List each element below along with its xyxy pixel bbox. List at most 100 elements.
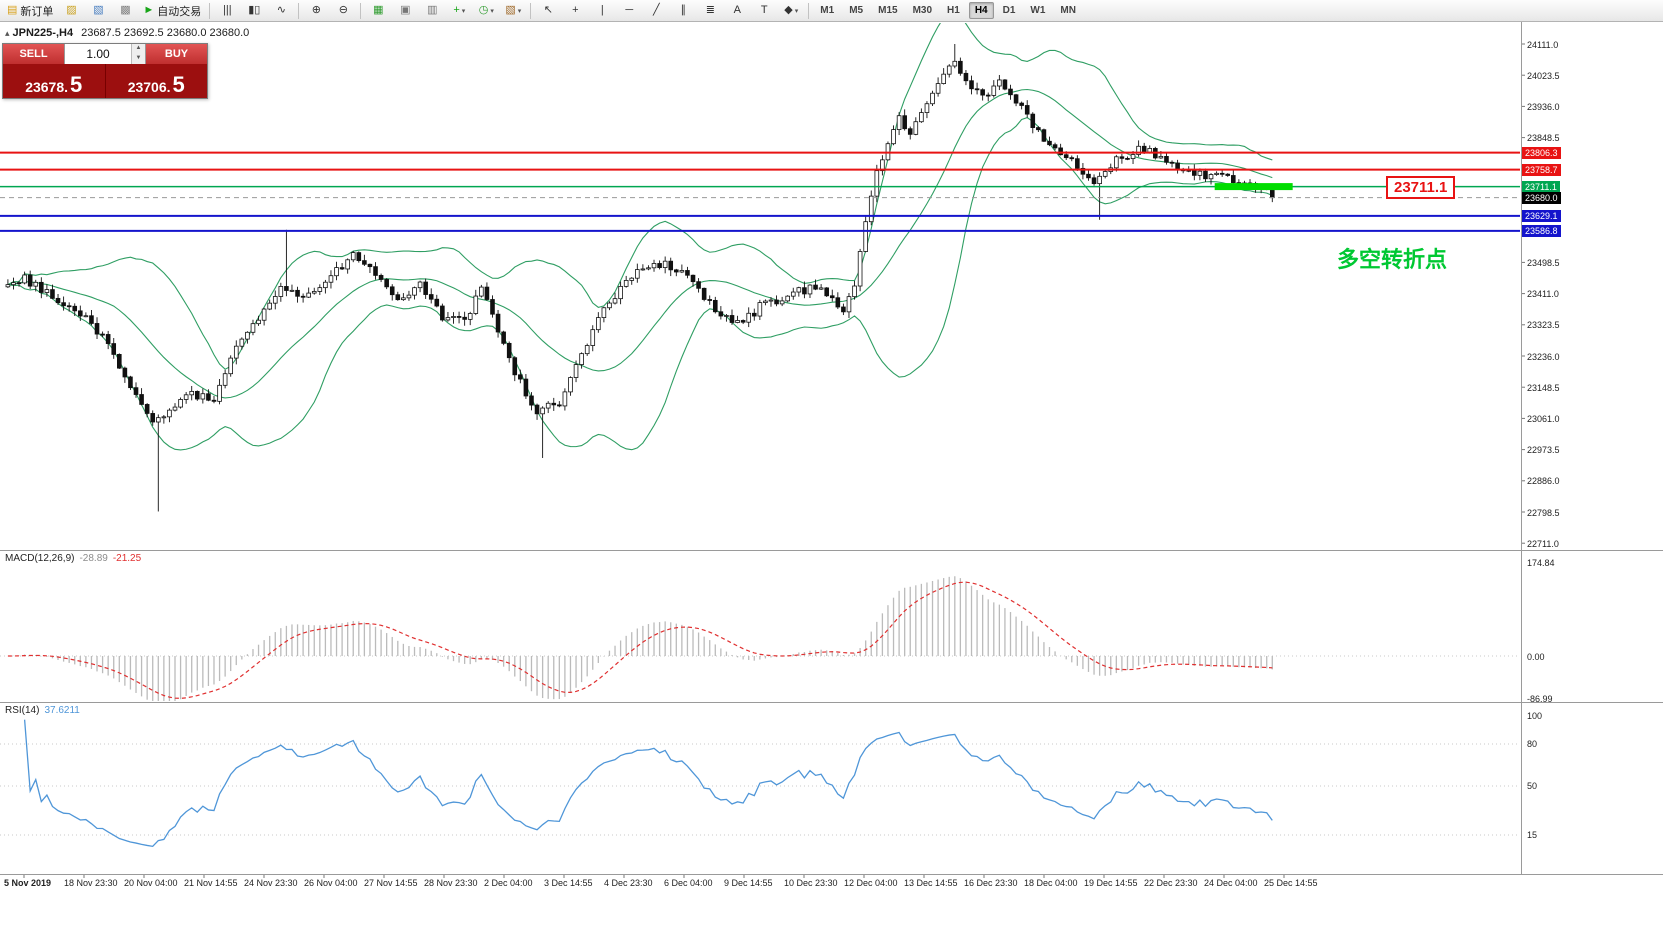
timeframe-mn-button[interactable]: MN [1060, 5, 1076, 16]
templates-icon: ▧ [505, 4, 516, 16]
price-annotation-box[interactable]: 23711.1 [1386, 176, 1456, 199]
cascade-windows-button[interactable]: ▣ [392, 1, 418, 21]
macd-panel-canvas[interactable] [0, 576, 1520, 703]
time-axis-label: 22 Dec 23:30 [1144, 878, 1198, 888]
templates-button[interactable]: ▧ ▾ [500, 1, 526, 21]
time-axis-label: 18 Nov 23:30 [64, 878, 118, 888]
dropdown-arrow-icon: ▾ [490, 7, 494, 15]
macd-rsi-separator[interactable] [0, 702, 1663, 703]
horizontal-line-button[interactable]: ─ [616, 1, 642, 21]
volume-input[interactable] [65, 44, 131, 64]
time-axis-label: 5 Nov 2019 [4, 878, 52, 888]
chart-line-button[interactable]: ∿ [268, 1, 294, 21]
profit-chart-button[interactable]: ▨ [58, 1, 84, 21]
timeframe-m15-button[interactable]: M15 [878, 5, 898, 16]
volume-field: ▲ ▼ [64, 44, 146, 64]
crosshair-button[interactable]: + [562, 1, 588, 21]
timeframe-d1-button[interactable]: D1 [1002, 5, 1016, 16]
time-axis-label: 27 Nov 14:55 [364, 878, 418, 888]
indicators-icon: + [453, 4, 460, 16]
time-axis-label: 9 Dec 14:55 [724, 878, 773, 888]
timeframe-h4-button[interactable]: H4 [968, 2, 994, 19]
time-axis-label: 28 Nov 23:30 [424, 878, 478, 888]
chart-bars-button[interactable]: ||| [214, 1, 240, 21]
rsi-title: RSI(14) 37.6211 [5, 705, 80, 716]
trendline-icon: ╱ [652, 4, 660, 16]
buy-price[interactable]: 23706. 5 [106, 64, 208, 98]
timeframe-w1-button[interactable]: W1 [1030, 5, 1046, 16]
autotrading-button[interactable]: ► 自动交易 [139, 1, 205, 21]
new-order-label: 新订单 [20, 5, 54, 18]
resistance-line-2-price-tag: 23758.7 [1522, 163, 1561, 176]
chart-candles-button[interactable]: ▮▯ [241, 1, 267, 21]
tile-windows-button[interactable]: ▦ [365, 1, 391, 21]
trendline-button[interactable]: ╱ [643, 1, 669, 21]
dropdown-arrow-icon: ▾ [461, 7, 466, 15]
main-chart-area[interactable] [0, 11, 1520, 512]
indicators-button[interactable]: + ▾ [446, 1, 472, 21]
toolbar-separator [808, 2, 810, 19]
time-axis-label: 24 Dec 04:00 [1204, 878, 1258, 888]
text-label-icon: T [760, 4, 768, 16]
macd-title: MACD(12,26,9) -28.89 -21.25 [5, 553, 141, 564]
buy-button[interactable]: BUY [146, 44, 207, 64]
horizontal-line-icon: ─ [625, 4, 634, 16]
tile-windows-icon: ▦ [373, 4, 384, 16]
market-watch-icon: ▧ [93, 4, 104, 16]
price-axis-label: 23498.5 [1527, 257, 1560, 268]
macd-axis-label: 174.84 [1527, 558, 1555, 568]
macd-name-label: MACD(12,26,9) [5, 553, 75, 564]
price-axis-label: 23411.0 [1527, 289, 1559, 300]
new-order-button[interactable]: ▤ 新订单 [3, 1, 57, 21]
toolbar: ▤ 新订单 ▨ ▧ ▩ ► 自动交易 ||| ▮▯ ∿ ⊕ ⊖ ▦ ▣ ▥ + ▾ ◷ ▾ ▧ ▾ ↖ + | ─ ╱ ∥ ≣ A T ◆ ▾… [0, 0, 1663, 22]
periods-button[interactable]: ◷ ▾ [473, 1, 499, 21]
price-axis-label: 22711.0 [1527, 538, 1559, 549]
toolbar-separator [360, 2, 362, 19]
time-axis-label: 26 Nov 04:00 [304, 878, 358, 888]
price-axis-label: 22973.5 [1527, 445, 1560, 456]
time-axis-label: 16 Dec 23:30 [964, 878, 1018, 888]
price-axis-label: 24111.0 [1527, 39, 1559, 50]
arrange-windows-icon: ▥ [427, 4, 438, 16]
timeframe-h1-button[interactable]: H1 [947, 5, 960, 16]
zoom-in-icon: ⊕ [311, 4, 321, 16]
channel-button[interactable]: ∥ [670, 1, 696, 21]
time-axis-label: 13 Dec 14:55 [904, 878, 958, 888]
zoom-in-button[interactable]: ⊕ [303, 1, 329, 21]
macd-axis-label: -86.99 [1527, 694, 1553, 704]
zoom-out-button[interactable]: ⊖ [330, 1, 356, 21]
volume-increase-button[interactable]: ▲ [132, 44, 145, 54]
volume-decrease-button[interactable]: ▼ [132, 54, 145, 64]
timeframe-m1-button[interactable]: M1 [820, 5, 835, 16]
text-button[interactable]: A [724, 1, 750, 21]
pivot-line-price-tag: 23711.1 [1522, 180, 1560, 193]
rsi-name-label: RSI(14) [5, 705, 40, 716]
sell-price[interactable]: 23678. 5 [3, 64, 106, 98]
price-axis-label: 23323.5 [1527, 320, 1560, 331]
channel-icon: ∥ [680, 4, 687, 16]
text-label-button[interactable]: T [751, 1, 777, 21]
arrange-windows-button[interactable]: ▥ [419, 1, 445, 21]
sell-button[interactable]: SELL [3, 44, 64, 64]
support-line-2-price-tag: 23586.8 [1522, 224, 1561, 237]
data-window-button[interactable]: ▩ [112, 1, 138, 21]
macd-axis-label: 0.00 [1527, 652, 1545, 662]
cursor-button[interactable]: ↖ [535, 1, 561, 21]
price-axis-label: 22886.0 [1527, 476, 1560, 487]
time-axis-label: 2 Dec 04:00 [484, 878, 533, 888]
main-macd-separator[interactable] [0, 550, 1663, 551]
rsi-panel-canvas[interactable] [0, 719, 1520, 848]
vertical-line-button[interactable]: | [589, 1, 615, 21]
cascade-windows-icon: ▣ [400, 4, 411, 16]
time-axis-label: 10 Dec 23:30 [784, 878, 838, 888]
data-window-icon: ▩ [120, 4, 131, 16]
fibonacci-button[interactable]: ≣ [697, 1, 723, 21]
timeframe-m5-button[interactable]: M5 [849, 5, 864, 16]
profit-chart-icon: ▨ [66, 4, 77, 16]
market-watch-button[interactable]: ▧ [85, 1, 111, 21]
timeframe-m30-button[interactable]: M30 [912, 5, 933, 16]
price-axis-label: 23848.5 [1527, 133, 1560, 144]
shapes-button[interactable]: ◆ ▾ [778, 1, 804, 21]
text-icon: A [733, 4, 741, 16]
